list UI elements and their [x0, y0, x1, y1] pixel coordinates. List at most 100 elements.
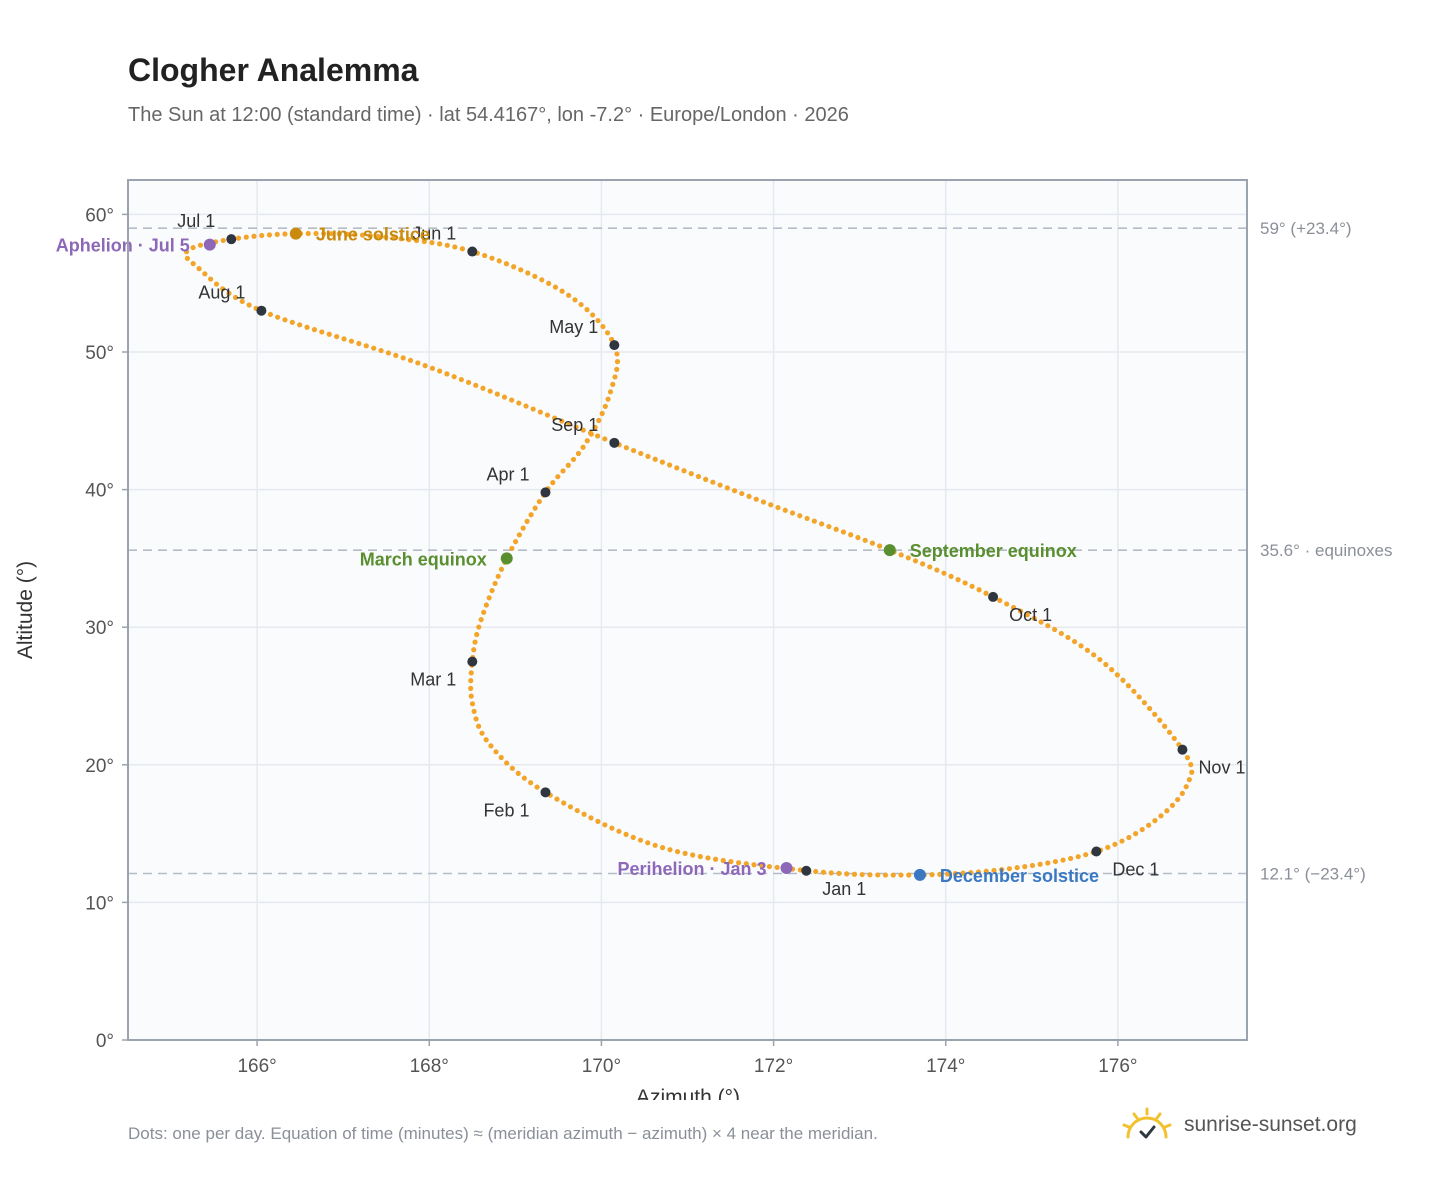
month-label: Mar 1: [410, 670, 456, 690]
daily-dot: [623, 445, 629, 451]
daily-dot: [746, 493, 752, 499]
daily-dot: [509, 765, 515, 771]
daily-dot: [528, 780, 534, 786]
daily-dot: [574, 807, 580, 814]
daily-dot: [697, 853, 703, 860]
daily-dot: [813, 868, 819, 875]
daily-dot: [962, 580, 968, 586]
daily-dot: [239, 298, 245, 304]
daily-dot: [498, 566, 505, 572]
daily-dot: [1105, 844, 1111, 850]
daily-dot: [929, 872, 935, 878]
daily-dot: [836, 870, 842, 877]
daily-dot: [415, 360, 421, 366]
daily-dot: [213, 281, 220, 287]
daily-dot: [667, 847, 673, 853]
daily-dot: [560, 468, 566, 474]
daily-dot: [882, 872, 889, 878]
daily-dot: [941, 570, 947, 576]
daily-dot: [1139, 826, 1145, 833]
daily-dot: [304, 324, 310, 330]
daily-dot: [775, 504, 781, 511]
daily-dot: [898, 552, 904, 558]
daily-dot: [1010, 604, 1017, 611]
daily-dot: [819, 521, 825, 527]
daily-dot: [573, 424, 579, 430]
daily-dot: [1045, 623, 1051, 629]
daily-dot: [311, 327, 318, 333]
daily-dot: [605, 396, 611, 402]
month-marker: [609, 340, 620, 351]
event-label: June solstice: [316, 225, 430, 245]
month-label: Sep 1: [551, 415, 598, 435]
daily-dot: [674, 849, 681, 855]
daily-dot: [753, 496, 759, 502]
month-marker: [609, 437, 620, 448]
daily-dot: [539, 277, 545, 283]
daily-dot: [305, 230, 311, 237]
brand-logo[interactable]: sunrise-sunset.org: [1120, 1100, 1357, 1150]
y-tick-label: 40°: [85, 481, 114, 502]
daily-dot: [610, 381, 616, 387]
daily-dot: [483, 737, 489, 743]
daily-dot: [695, 473, 702, 480]
daily-dot: [614, 359, 621, 365]
daily-dot: [999, 867, 1005, 873]
daily-dot: [530, 406, 536, 412]
daily-dot: [328, 231, 335, 237]
month-label: Dec 1: [1112, 859, 1159, 879]
daily-dot: [352, 232, 358, 238]
daily-dot: [190, 244, 196, 251]
sun-check-icon: [1122, 1107, 1172, 1139]
daily-dot: [1068, 855, 1074, 862]
daily-dot: [804, 515, 810, 522]
plot-area: [128, 180, 1247, 1040]
daily-dot: [429, 240, 435, 246]
daily-dot: [235, 235, 242, 241]
y-tick-label: 50°: [85, 343, 114, 364]
daily-dot: [590, 312, 596, 318]
daily-dot: [1024, 612, 1030, 618]
daily-dot: [184, 255, 191, 262]
daily-dot: [1004, 601, 1010, 607]
daily-dot: [458, 376, 464, 383]
footnote: Dots: one per day. Equation of time (min…: [128, 1124, 878, 1143]
daily-dot: [920, 561, 926, 567]
daily-dot: [471, 708, 477, 715]
daily-dot: [390, 235, 397, 241]
event-marker: [883, 544, 896, 557]
daily-dot: [334, 333, 340, 340]
daily-dot: [638, 450, 644, 457]
daily-dot: [371, 345, 377, 351]
daily-dot: [828, 870, 834, 876]
daily-dot: [1091, 652, 1097, 658]
daily-dot: [826, 523, 832, 530]
daily-dot: [975, 869, 982, 875]
analemma-chart: 59° (+23.4°) 35.6° · equinoxes 12.1° (−23.…: [14, 179, 1393, 1100]
daily-dot: [489, 587, 495, 594]
daily-dot: [681, 468, 687, 474]
daily-dot: [1179, 790, 1185, 797]
daily-dot: [567, 804, 574, 810]
daily-dot: [471, 647, 477, 653]
daily-dot: [948, 573, 954, 579]
daily-dot: [859, 871, 865, 878]
daily-dot: [1175, 796, 1181, 803]
daily-dot: [398, 236, 404, 242]
y-axis-label: Altitude (°): [14, 561, 37, 659]
daily-dot: [1141, 700, 1148, 706]
daily-dot: [588, 815, 594, 821]
daily-dot: [580, 444, 586, 450]
daily-dot: [367, 233, 373, 239]
plot-frame: [127, 179, 1248, 1041]
daily-dot: [190, 261, 196, 267]
daily-dot: [1109, 667, 1115, 673]
daily-dot: [552, 284, 559, 290]
daily-dot: [682, 850, 688, 857]
daily-dot: [520, 525, 526, 531]
daily-dot: [600, 323, 606, 330]
daily-dot: [570, 456, 577, 463]
daily-dot: [578, 301, 584, 308]
daily-dot: [609, 825, 615, 831]
daily-dot: [1052, 626, 1058, 633]
